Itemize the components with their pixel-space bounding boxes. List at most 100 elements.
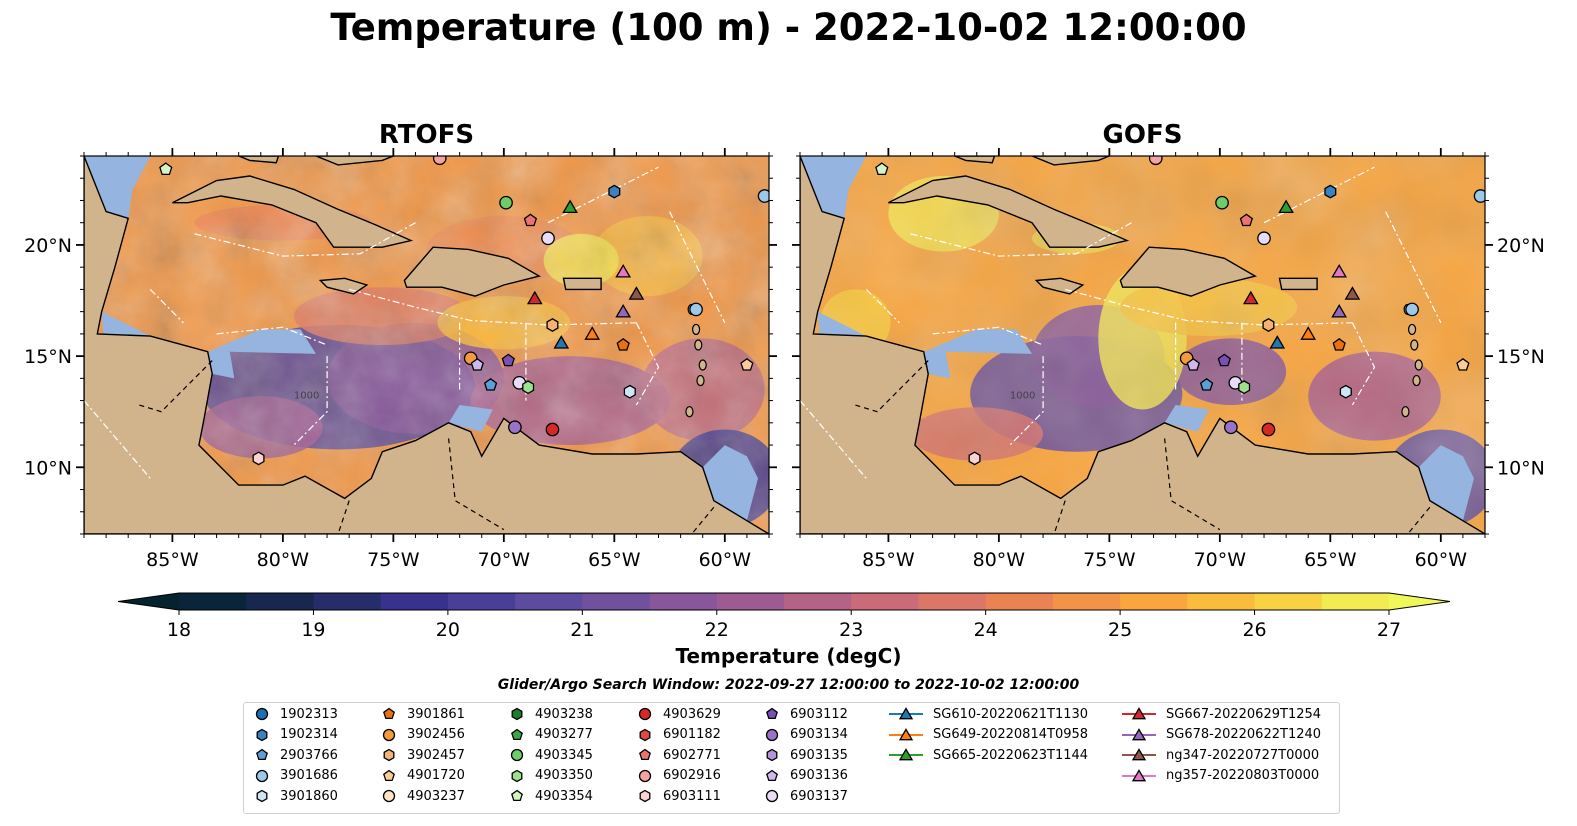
lon-tick-label: 70°W [478,549,531,571]
island [691,323,701,336]
legend-entry: 6903111 [635,786,721,806]
island [696,374,705,387]
legend-marker-shape [255,707,269,721]
float-marker-ng357-20220803T0000 [1331,264,1348,278]
legend-entry: 4903350 [507,766,593,786]
legend-label: 6902771 [663,747,721,763]
float-marker-ng347-20220727T0000 [1344,286,1361,300]
legend-label: SG667-20220629T1254 [1166,706,1322,722]
legend-marker [766,748,778,762]
colorbar-tick-label: 26 [1242,619,1266,640]
legend-marker-shape [382,728,396,741]
colorbar-tick-label: 25 [1108,619,1132,640]
legend-marker [511,707,523,721]
island [698,359,707,371]
legend-entry: 6902771 [635,745,721,765]
legend-entry: 6903137 [762,786,848,806]
colorbar-segment [716,593,785,610]
colorbar-segment [649,593,718,610]
legend-marker [889,748,923,761]
legend-marker-shape [898,707,914,720]
legend-marker-shape [383,769,395,781]
country-border [448,438,505,531]
float-marker-2903766 [1199,377,1214,391]
colorbar-tick-label: 20 [436,619,460,640]
land-cuba [172,175,414,248]
float-marker-1902314 [608,184,621,199]
legend-marker-shape [255,769,269,782]
legend-marker [511,790,523,802]
legend-marker-shape [639,748,651,761]
legend-label: 6903112 [790,706,848,722]
island [1401,406,1410,418]
legend-label: 1902314 [280,727,338,743]
float-marker-4901720 [740,357,754,371]
legend-label: 4903277 [535,727,593,743]
lon-tick-label: 75°W [367,549,420,571]
panel-title-gofs: GOFS [1102,120,1183,150]
map-frame [83,155,770,535]
float-marker-3901861 [616,337,630,351]
legend-entry: 6901182 [635,725,721,745]
legend-entry: SG665-20220623T1144 [887,745,1088,765]
lon-tick-label: 85°W [862,549,915,571]
legend-marker [511,769,523,783]
land-hispaniola [1119,246,1258,297]
land-central-america [84,156,769,534]
eez-boundary [293,356,328,446]
country-border [337,500,350,534]
legend-label: 3901686 [280,768,338,784]
legend-entry: 4903354 [507,786,593,806]
island [1412,374,1421,387]
float-marker-ng357-20220803T0000 [615,264,632,278]
land-florida [238,156,280,164]
legend-entry: 4903345 [507,745,593,765]
legend-marker [510,749,524,762]
lat-tick-label: 15°N [1497,346,1545,368]
float-marker-6902916 [1148,156,1163,166]
colorbar-tick-label: 27 [1377,619,1401,640]
float-marker-ng347-20220727T0000 [628,286,645,300]
legend-marker-shape [382,790,396,803]
float-marker-4903354 [159,162,173,176]
colorbar-segment [313,593,382,610]
float-marker-6902771 [1239,213,1254,227]
eez-boundary [1351,322,1376,406]
legend-label: 4903629 [663,706,721,722]
eez-boundary [1263,166,1375,224]
legend-label: 6903135 [790,747,848,763]
legend-marker [256,748,268,761]
eez-boundary [1065,288,1353,326]
land-puerto-rico [562,277,602,291]
lon-tick-label: 65°W [588,549,641,571]
float-marker-3901686 [1473,189,1485,203]
legend-marker [383,707,395,720]
legend-marker-shape [766,748,778,762]
float-marker-6903112 [1217,353,1231,367]
legend-label: SG610-20220621T1130 [933,706,1089,722]
lon-tick-label: 80°W [973,549,1026,571]
legend-marker-shape [511,769,523,783]
float-marker-2903766 [483,377,498,391]
country-border [139,360,213,413]
float-marker-6903136 [470,357,484,371]
legend-marker [766,769,778,781]
lat-tick-label: 20°N [1497,235,1545,257]
legend-marker-shape [511,728,523,740]
lon-tick-label: 60°W [699,549,752,571]
float-marker-4903350 [1238,380,1251,395]
colorbar-segment [784,593,852,610]
float-marker-4903350 [522,380,535,395]
island [685,406,694,418]
eez-boundary [1385,211,1442,324]
float-marker-6903111 [252,451,265,466]
colorbar-segment [515,593,583,610]
depth-contour-label: 1000 [294,390,319,401]
colorbar: 18 19 20 21 22 23 24 25 26 27 [117,592,1451,640]
float-marker-4903345 [1215,195,1229,210]
legend-marker [382,728,396,741]
legend-entry: 1902313 [252,704,338,724]
legend-entry: ng357-20220803T0000 [1120,766,1319,786]
lat-tick-label: 20°N [24,235,72,257]
country-border [1164,438,1221,531]
